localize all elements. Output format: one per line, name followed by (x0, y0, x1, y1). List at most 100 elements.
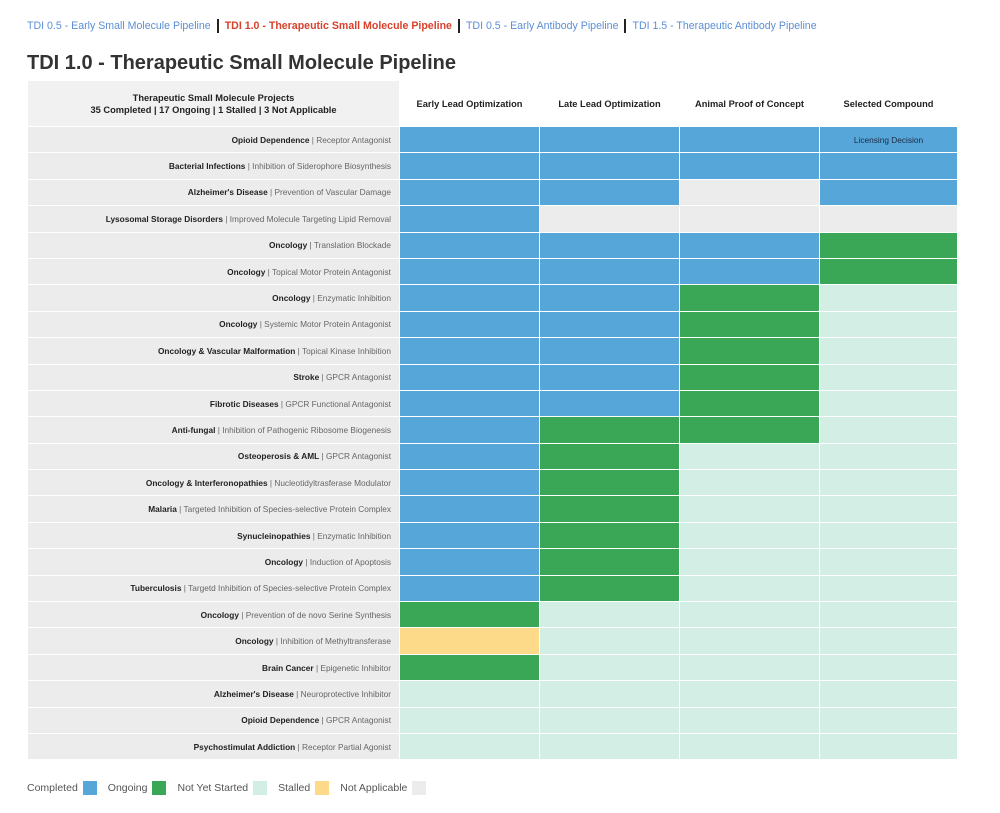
project-label: Bacterial Infections | Inhibition of Sid… (27, 152, 400, 180)
stage-header-animal-poc: Animal Proof of Concept (679, 80, 820, 127)
project-mechanism: Targetd Inhibition of Species-selective … (188, 583, 391, 594)
project-mechanism: GPCR Antagonist (325, 715, 391, 726)
stage-status-cell (679, 627, 820, 655)
label-separator: | (309, 134, 317, 145)
label-separator: | (295, 345, 302, 356)
nav-link-therapeutic-small-molecule[interactable]: TDI 1.0 - Therapeutic Small Molecule Pip… (224, 20, 452, 32)
stage-status-cell (399, 389, 540, 418)
nav-link-early-small-molecule[interactable]: TDI 0.5 - Early Small Molecule Pipeline (27, 20, 211, 32)
project-mechanism: Prevention of de novo Serine Synthesis (245, 609, 391, 620)
projects-summary: 35 Completed | 17 Ongoing | 1 Stalled | … (90, 104, 337, 115)
table-row: Oncology | Translation Blockade (27, 231, 958, 259)
project-mechanism: Neuroprotective Inhibitor (300, 688, 391, 699)
stage-status-cell (679, 732, 820, 761)
project-indication: Tuberculosis (130, 583, 182, 594)
table-row: Oncology & Vascular Malformation | Topic… (27, 337, 958, 365)
legend-swatch (315, 781, 330, 795)
project-indication: Oncology (235, 636, 274, 647)
table-row: Oncology | Enzymatic Inhibition (27, 284, 958, 312)
project-label: Oncology | Inhibition of Methyltransfera… (27, 627, 400, 655)
table-row: Brain Cancer | Epigenetic Inhibitor (27, 653, 958, 682)
legend-swatch (412, 781, 427, 795)
label-separator: | (222, 213, 230, 224)
stage-status-cell (679, 389, 820, 418)
stage-status-cell (679, 495, 820, 523)
table-row: Osteoperosis & AML | GPCR Antagonist (27, 442, 958, 471)
project-label: Brain Cancer | Epigenetic Inhibitor (27, 653, 400, 682)
stage-status-cell (399, 680, 540, 708)
project-mechanism: GPCR Functional Antagonist (285, 398, 391, 409)
stage-status-cell (679, 653, 820, 682)
table-row: Opioid Dependence | GPCR Antagonist (27, 706, 958, 734)
stage-status-cell (539, 152, 680, 180)
stage-header-selected-compound: Selected Compound (819, 80, 958, 127)
stage-status-cell (679, 310, 820, 339)
project-label: Oncology | Systemic Motor Protein Antago… (27, 310, 400, 339)
project-indication: Oncology (264, 556, 304, 567)
table-row: Stroke | GPCR Antagonist (27, 363, 958, 391)
project-label: Lysosomal Storage Disorders | Improved M… (27, 205, 400, 233)
stage-status-cell (399, 152, 540, 180)
project-indication: Anti-fungal (171, 424, 216, 435)
project-label: Tuberculosis | Targetd Inhibition of Spe… (27, 574, 400, 603)
label-separator: | (319, 451, 326, 462)
project-mechanism: Inhibition of Pathogenic Ribosome Biogen… (222, 424, 391, 435)
nav-link-therapeutic-antibody[interactable]: TDI 1.5 - Therapeutic Antibody Pipeline (632, 20, 817, 32)
projects-header-title: Therapeutic Small Molecule Projects (132, 92, 295, 103)
label-separator: | (215, 424, 223, 435)
legend-label: Not Yet Started (177, 782, 249, 794)
stage-status-cell (819, 257, 958, 286)
stage-status-cell (399, 653, 540, 682)
stage-status-cell (819, 205, 958, 233)
stage-status-cell (819, 574, 958, 603)
legend-item: Not Yet Started (177, 781, 268, 795)
stage-status-cell (539, 627, 680, 655)
table-row: Psychostimulat Addiction | Receptor Part… (27, 732, 958, 761)
stage-status-cell (399, 442, 540, 471)
label-separator: | (319, 715, 326, 726)
stage-status-cell (399, 469, 540, 497)
table-row: Oncology | Induction of Apoptosis (27, 548, 958, 576)
project-indication: Bacterial Infections (168, 161, 246, 172)
nav-link-early-antibody[interactable]: TDI 0.5 - Early Antibody Pipeline (465, 20, 619, 32)
label-separator: | (181, 583, 189, 594)
stage-status-cell (819, 548, 958, 576)
projects-column-header: Therapeutic Small Molecule Projects 35 C… (27, 80, 400, 127)
project-indication: Opioid Dependence (231, 134, 310, 145)
project-label: Anti-fungal | Inhibition of Pathogenic R… (27, 416, 400, 444)
stage-status-cell (819, 521, 958, 550)
project-label: Fibrotic Diseases | GPCR Functional Anta… (27, 389, 400, 418)
project-indication: Oncology (227, 266, 266, 277)
stage-status-cell (539, 125, 680, 154)
stage-status-cell (399, 363, 540, 391)
table-row: Alzheimer's Disease | Neuroprotective In… (27, 680, 958, 708)
stage-status-cell (819, 627, 958, 655)
stage-status-cell (399, 574, 540, 603)
project-mechanism: Inhibition of Methyltransferase (280, 636, 391, 647)
stage-status-cell (539, 680, 680, 708)
project-mechanism: GPCR Antagonist (325, 451, 391, 462)
table-row: Lysosomal Storage Disorders | Improved M… (27, 205, 958, 233)
project-label: Alzheimer's Disease | Prevention of Vasc… (27, 178, 400, 207)
stage-status-cell (819, 178, 958, 207)
legend-swatch (152, 781, 167, 795)
project-indication: Opioid Dependence (241, 715, 320, 726)
stage-status-cell (539, 601, 680, 629)
project-indication: Alzheimer's Disease (213, 688, 294, 699)
stage-status-cell (539, 653, 680, 682)
stage-status-cell (539, 205, 680, 233)
stage-header-early-lead: Early Lead Optimization (399, 80, 540, 127)
project-label: Opioid Dependence | Receptor Antagonist (27, 125, 400, 154)
stage-status-cell (539, 257, 680, 286)
project-indication: Brain Cancer (262, 662, 314, 673)
legend-swatch (253, 781, 268, 795)
table-row: Alzheimer's Disease | Prevention of Vasc… (27, 178, 958, 207)
table-row: Tuberculosis | Targetd Inhibition of Spe… (27, 574, 958, 603)
table-row: Synucleinopathies | Enzymatic Inhibition (27, 521, 958, 550)
project-label: Synucleinopathies | Enzymatic Inhibition (27, 521, 400, 550)
stage-status-cell (399, 601, 540, 629)
stage-status-cell (399, 284, 540, 312)
project-label: Opioid Dependence | GPCR Antagonist (27, 706, 400, 734)
project-label: Oncology | Prevention of de novo Serine … (27, 601, 400, 629)
label-separator: | (278, 398, 286, 409)
